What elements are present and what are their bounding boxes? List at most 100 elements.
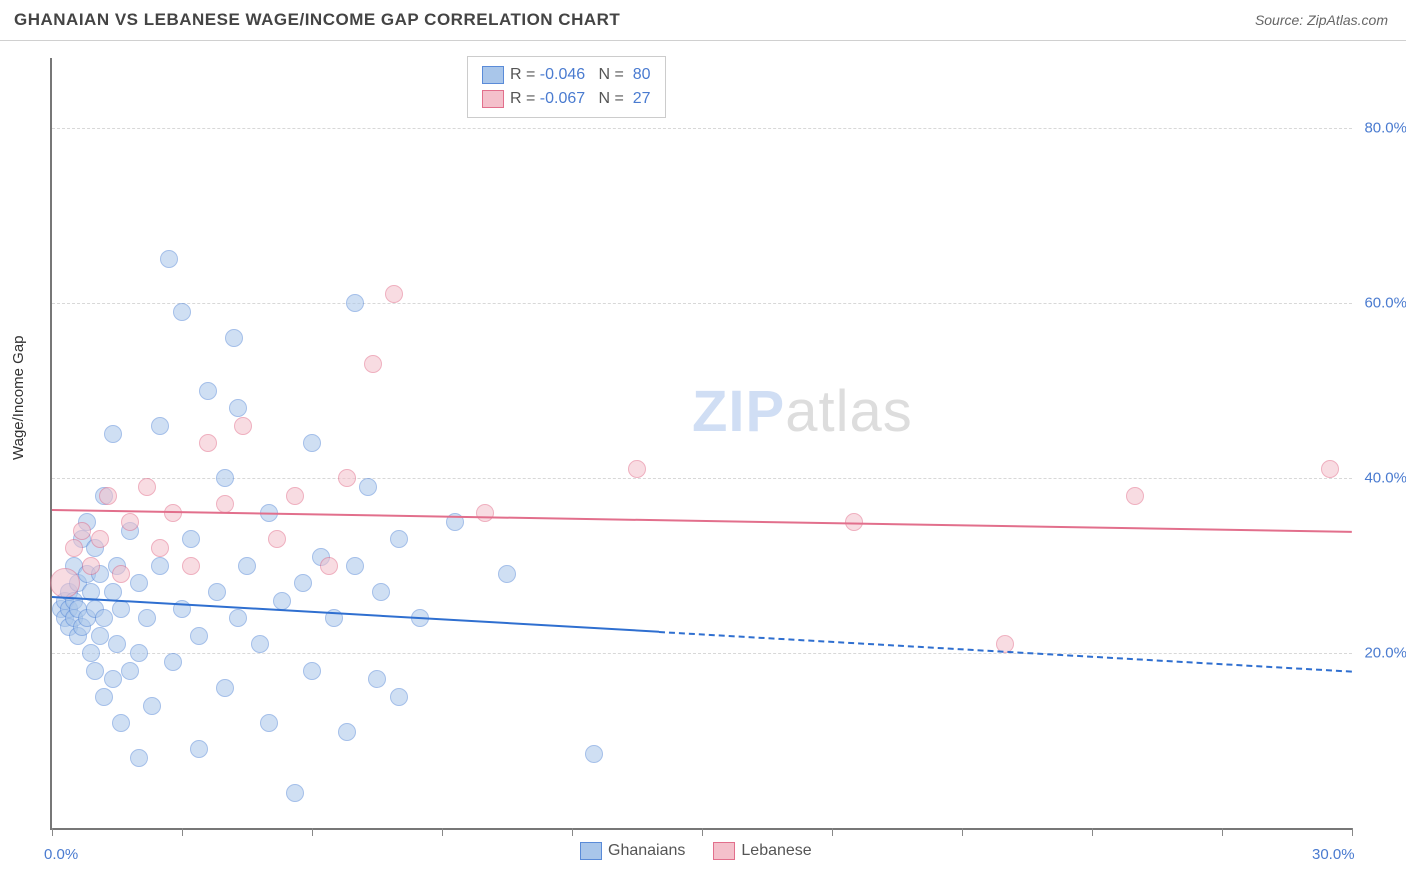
x-axis-max-label: 30.0% — [1312, 846, 1355, 863]
stats-legend-box: R = -0.046 N = 80R = -0.067 N = 27 — [467, 56, 666, 118]
data-point — [303, 434, 321, 452]
data-point — [95, 688, 113, 706]
data-point — [164, 653, 182, 671]
y-axis-tick-label: 20.0% — [1364, 645, 1406, 662]
data-point — [208, 583, 226, 601]
data-point — [238, 557, 256, 575]
legend-swatch — [482, 90, 504, 108]
data-point — [121, 662, 139, 680]
data-point — [151, 557, 169, 575]
data-point — [368, 670, 386, 688]
data-point — [130, 574, 148, 592]
legend-label: Lebanese — [741, 842, 811, 859]
data-point — [320, 557, 338, 575]
data-point — [372, 583, 390, 601]
y-axis-tick-label: 80.0% — [1364, 120, 1406, 137]
data-point — [338, 723, 356, 741]
data-point — [143, 697, 161, 715]
x-axis-tick — [1352, 828, 1353, 836]
watermark: ZIPatlas — [692, 378, 913, 445]
watermark-bold: ZIP — [692, 379, 785, 444]
legend-label: Ghanaians — [608, 842, 685, 859]
data-point — [273, 592, 291, 610]
source-attribution: Source: ZipAtlas.com — [1255, 12, 1388, 28]
data-point — [190, 740, 208, 758]
data-point — [216, 495, 234, 513]
data-point — [234, 417, 252, 435]
data-point — [151, 539, 169, 557]
data-point — [216, 469, 234, 487]
data-point — [216, 679, 234, 697]
data-point — [225, 329, 243, 347]
r-value: -0.067 — [540, 90, 585, 107]
data-point — [390, 688, 408, 706]
gridline — [52, 128, 1352, 129]
r-value: -0.046 — [540, 66, 585, 83]
data-point — [112, 714, 130, 732]
data-point — [108, 635, 126, 653]
data-point — [199, 382, 217, 400]
data-point — [104, 670, 122, 688]
data-point — [260, 714, 278, 732]
legend-swatch — [580, 842, 602, 860]
chart-header: GHANAIAN VS LEBANESE WAGE/INCOME GAP COR… — [0, 0, 1406, 41]
data-point — [112, 565, 130, 583]
data-point — [99, 487, 117, 505]
x-axis-tick — [1222, 828, 1223, 836]
data-point — [385, 285, 403, 303]
data-point — [173, 303, 191, 321]
data-point — [91, 627, 109, 645]
data-point — [130, 644, 148, 662]
data-point — [82, 557, 100, 575]
data-point — [182, 557, 200, 575]
legend-swatch — [713, 842, 735, 860]
watermark-light: atlas — [785, 379, 913, 444]
n-value: 27 — [628, 90, 650, 107]
data-point — [190, 627, 208, 645]
x-axis-tick — [962, 828, 963, 836]
data-point — [364, 355, 382, 373]
data-point — [286, 784, 304, 802]
x-axis-tick — [832, 828, 833, 836]
gridline — [52, 653, 1352, 654]
n-value: 80 — [628, 66, 650, 83]
data-point — [346, 557, 364, 575]
data-point — [338, 469, 356, 487]
data-point — [121, 513, 139, 531]
data-point — [286, 487, 304, 505]
data-point — [104, 425, 122, 443]
gridline — [52, 303, 1352, 304]
x-axis-tick — [1092, 828, 1093, 836]
legend-swatch — [482, 66, 504, 84]
plot-area: ZIPatlas R = -0.046 N = 80R = -0.067 N =… — [50, 58, 1352, 830]
data-point — [628, 460, 646, 478]
data-point — [130, 749, 148, 767]
data-point — [294, 574, 312, 592]
y-axis-tick-label: 40.0% — [1364, 470, 1406, 487]
data-point — [346, 294, 364, 312]
x-axis-tick — [572, 828, 573, 836]
data-point — [138, 478, 156, 496]
stats-legend-row: R = -0.046 N = 80 — [482, 63, 651, 87]
data-point — [91, 530, 109, 548]
data-point — [199, 434, 217, 452]
series-legend: Ghanaians Lebanese — [580, 842, 840, 860]
data-point — [65, 539, 83, 557]
data-point — [251, 635, 269, 653]
data-point — [1321, 460, 1339, 478]
data-point — [229, 399, 247, 417]
data-point — [95, 609, 113, 627]
y-axis-label: Wage/Income Gap — [10, 335, 27, 460]
x-axis-tick — [442, 828, 443, 836]
data-point — [138, 609, 156, 627]
data-point — [476, 504, 494, 522]
x-axis-tick — [702, 828, 703, 836]
legend-item: Ghanaians — [580, 842, 685, 859]
x-axis-tick — [182, 828, 183, 836]
data-point — [73, 522, 91, 540]
data-point — [585, 745, 603, 763]
data-point — [1126, 487, 1144, 505]
data-point — [86, 662, 104, 680]
data-point — [303, 662, 321, 680]
data-point — [112, 600, 130, 618]
